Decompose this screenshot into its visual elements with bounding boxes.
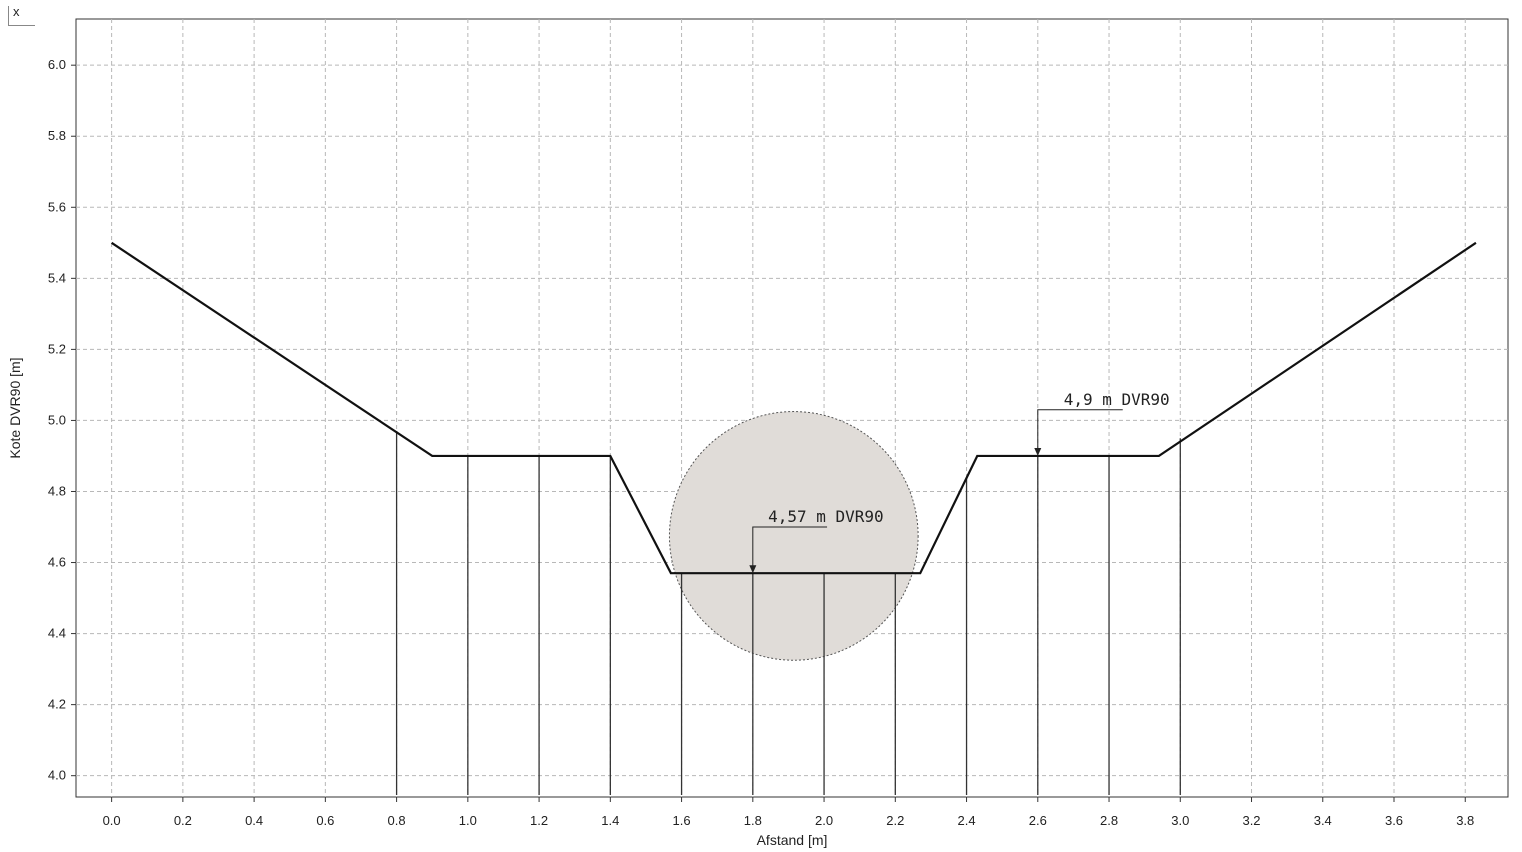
x-tick-label: 0.8 [388,813,406,828]
x-tick-label: 2.2 [886,813,904,828]
x-tick-label: 0.2 [174,813,192,828]
y-tick-label: 6.0 [48,57,66,72]
annotation-label: 4,57 m DVR90 [768,507,884,526]
x-tick-label: 1.8 [744,813,762,828]
annotation-arrow [1034,447,1042,456]
series-layer [111,241,1477,575]
x-tick-label: 0.0 [103,813,121,828]
x-tick-label: 2.8 [1100,813,1118,828]
x-tick-label: 0.4 [245,813,263,828]
x-tick-label: 3.4 [1314,813,1332,828]
profile-line [111,241,1477,575]
x-tick-label: 3.0 [1171,813,1189,828]
annotation-label: 4,9 m DVR90 [1064,390,1170,409]
y-tick-label: 4.6 [48,555,66,570]
y-tick-label: 4.0 [48,768,66,783]
x-tick-label: 1.0 [459,813,477,828]
x-tick-label: 3.8 [1456,813,1474,828]
y-tick-label: 5.2 [48,341,66,356]
annotation-leader [1037,409,1123,454]
annotation-leader [752,526,828,572]
vertical-lines [395,431,1181,795]
grid [76,19,1508,797]
x-tick-label: 2.0 [815,813,833,828]
x-tick-label: 2.4 [958,813,976,828]
y-tick-label: 4.4 [48,626,66,641]
x-axis-title: Afstand [m] [757,832,828,848]
y-tick-label: 5.4 [48,270,66,285]
y-axis: 4.0 4.2 4.4 4.6 4.8 5.0 5.2 5.4 5.6 5.8 6.0 [48,57,76,783]
pipe-circle [668,411,919,661]
close-button[interactable]: x [8,5,35,26]
y-tick-label: 5.6 [48,199,66,214]
y-axis-title: Kote DVR90 [m] [7,357,23,458]
circle-layer [668,411,919,661]
x-axis: 0.0 0.2 0.4 0.6 0.8 1.0 1.2 1.4 1.6 1.8 2.0 2.2 2.4 2… [103,797,1474,828]
x-tick-label: 3.6 [1385,813,1403,828]
x-tick-label: 1.6 [673,813,691,828]
x-tick-label: 1.4 [601,813,619,828]
annotation-arrow [749,565,757,574]
x-tick-label: 2.6 [1029,813,1047,828]
y-tick-label: 4.8 [48,483,66,498]
plot-frame [75,18,1509,798]
y-tick-label: 4.2 [48,697,66,712]
x-tick-label: 3.2 [1242,813,1260,828]
y-tick-label: 5.8 [48,128,66,143]
y-tick-label: 5.0 [48,412,66,427]
annotation-layer: 4,9 m DVR90 4,57 m DVR90 [749,390,1170,574]
x-tick-label: 0.6 [316,813,334,828]
x-tick-label: 1.2 [530,813,548,828]
